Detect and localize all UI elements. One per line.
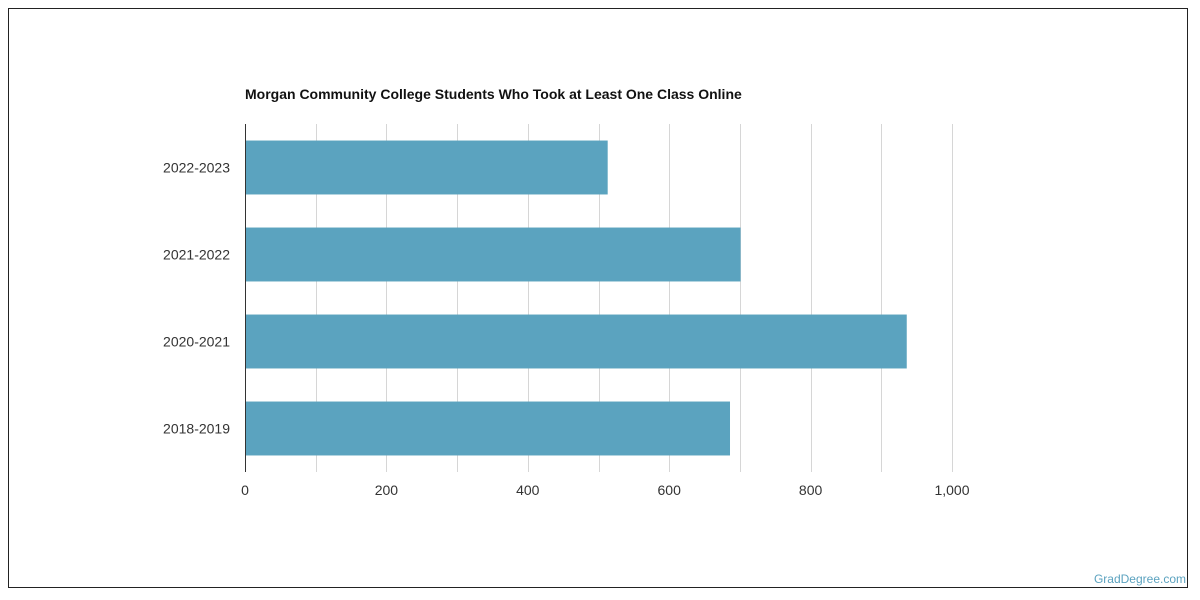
chart-frame	[8, 8, 1188, 588]
bar-2018-2019[interactable]	[246, 401, 731, 456]
bar-2021-2022[interactable]	[246, 227, 741, 282]
chart-title: Morgan Community College Students Who To…	[245, 86, 742, 102]
category-labels: 2022-2023 2021-2022 2020-2021 2018-2019	[163, 160, 230, 437]
bar-2022-2023[interactable]	[246, 140, 608, 195]
x-tick-labels: 0 200 400 600 800 1,000	[241, 482, 970, 498]
x-tick-label: 600	[658, 482, 682, 498]
category-label: 2022-2023	[163, 160, 230, 176]
x-tick-label: 0	[241, 482, 249, 498]
x-tick-label: 800	[799, 482, 823, 498]
bars	[246, 140, 907, 456]
bar-2020-2021[interactable]	[246, 314, 907, 369]
x-tick-label: 200	[375, 482, 399, 498]
x-tick-label: 1,000	[934, 482, 969, 498]
x-tick-label: 400	[516, 482, 540, 498]
watermark-link[interactable]: GradDegree.com	[1093, 572, 1186, 586]
category-label: 2018-2019	[163, 421, 230, 437]
category-label: 2020-2021	[163, 334, 230, 350]
category-label: 2021-2022	[163, 247, 230, 263]
